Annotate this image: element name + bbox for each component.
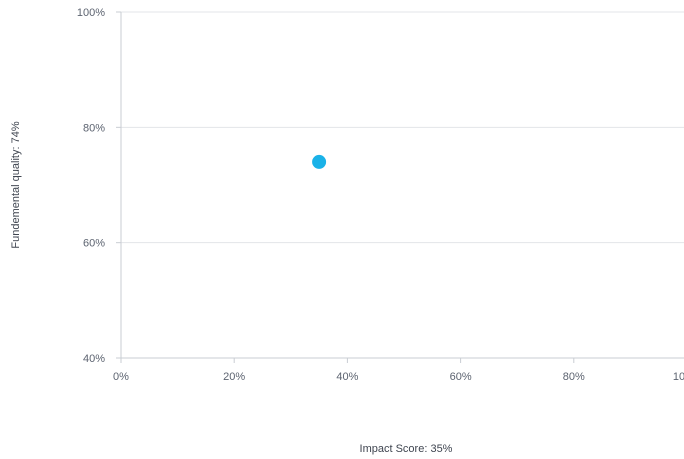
x-tick-label: 20% xyxy=(223,371,245,383)
y-tick-label: 40% xyxy=(83,353,105,365)
data-point[interactable] xyxy=(312,154,327,169)
y-tick-label: 60% xyxy=(83,238,105,250)
x-axis-title: Impact Score: 35% xyxy=(360,443,453,455)
x-tick-label: 60% xyxy=(450,371,472,383)
data-points xyxy=(312,154,327,169)
y-axis-title: Fundemental quality: 74% xyxy=(10,121,22,248)
x-tick-label: 0% xyxy=(113,371,129,383)
axes xyxy=(116,11,684,363)
y-tick-labels: 40% 60% 80% 100% xyxy=(77,7,105,365)
y-tick-label: 100% xyxy=(77,7,105,19)
x-tick-label: 40% xyxy=(336,371,358,383)
x-tick-label: 80% xyxy=(563,371,585,383)
x-tick-label: 100% xyxy=(673,371,684,383)
x-tick-labels: 0% 20% 40% 60% 80% 100% xyxy=(113,371,684,383)
grid-lines xyxy=(121,11,684,244)
y-tick-label: 80% xyxy=(83,122,105,134)
